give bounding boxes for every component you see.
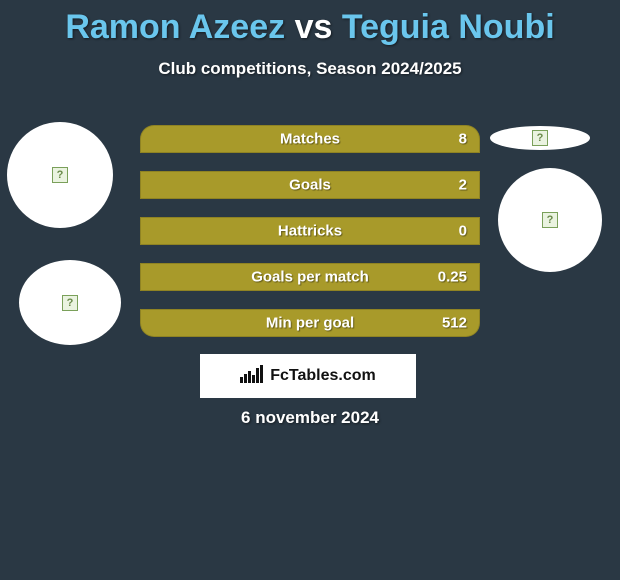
avatar-placeholder <box>498 168 602 272</box>
image-placeholder-icon <box>62 295 78 311</box>
stat-label: Matches <box>280 131 340 148</box>
stat-value: 512 <box>442 315 467 332</box>
image-placeholder-icon <box>542 212 558 228</box>
image-placeholder-icon <box>52 167 68 183</box>
chart-icon <box>240 365 264 388</box>
player2-name: Teguia Noubi <box>342 8 555 46</box>
stat-value: 0.25 <box>438 269 467 286</box>
source-logo: FcTables.com <box>200 354 416 398</box>
stat-label: Min per goal <box>266 315 354 332</box>
stat-row: Min per goal 512 <box>140 309 480 337</box>
stat-value: 0 <box>459 223 467 240</box>
date-text: 6 november 2024 <box>0 408 620 428</box>
image-placeholder-icon <box>532 130 548 146</box>
stat-row: Goals per match 0.25 <box>140 263 480 291</box>
logo-text: FcTables.com <box>270 367 376 385</box>
stat-label: Hattricks <box>278 223 342 240</box>
stat-label: Goals <box>289 177 331 194</box>
stat-row: Matches 8 <box>140 125 480 153</box>
stat-value: 8 <box>459 131 467 148</box>
stat-row: Goals 2 <box>140 171 480 199</box>
stat-value: 2 <box>459 177 467 194</box>
player1-name: Ramon Azeez <box>65 8 285 46</box>
avatar-placeholder <box>490 126 590 150</box>
subtitle: Club competitions, Season 2024/2025 <box>0 59 620 79</box>
avatar-placeholder <box>19 260 121 345</box>
stat-bars: Matches 8 Goals 2 Hattricks 0 Goals per … <box>140 125 480 355</box>
stat-label: Goals per match <box>251 269 369 286</box>
avatar-placeholder <box>7 122 113 228</box>
vs-text: vs <box>295 8 333 46</box>
stat-row: Hattricks 0 <box>140 217 480 245</box>
comparison-title: Ramon Azeez vs Teguia Noubi <box>0 0 620 47</box>
